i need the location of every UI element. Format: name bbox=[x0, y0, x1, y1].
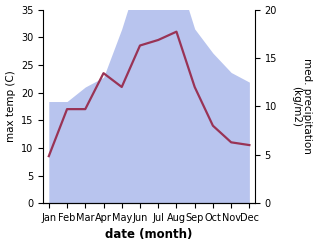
Y-axis label: med. precipitation
(kg/m2): med. precipitation (kg/m2) bbox=[291, 59, 313, 154]
Y-axis label: max temp (C): max temp (C) bbox=[5, 70, 16, 142]
X-axis label: date (month): date (month) bbox=[105, 228, 193, 242]
